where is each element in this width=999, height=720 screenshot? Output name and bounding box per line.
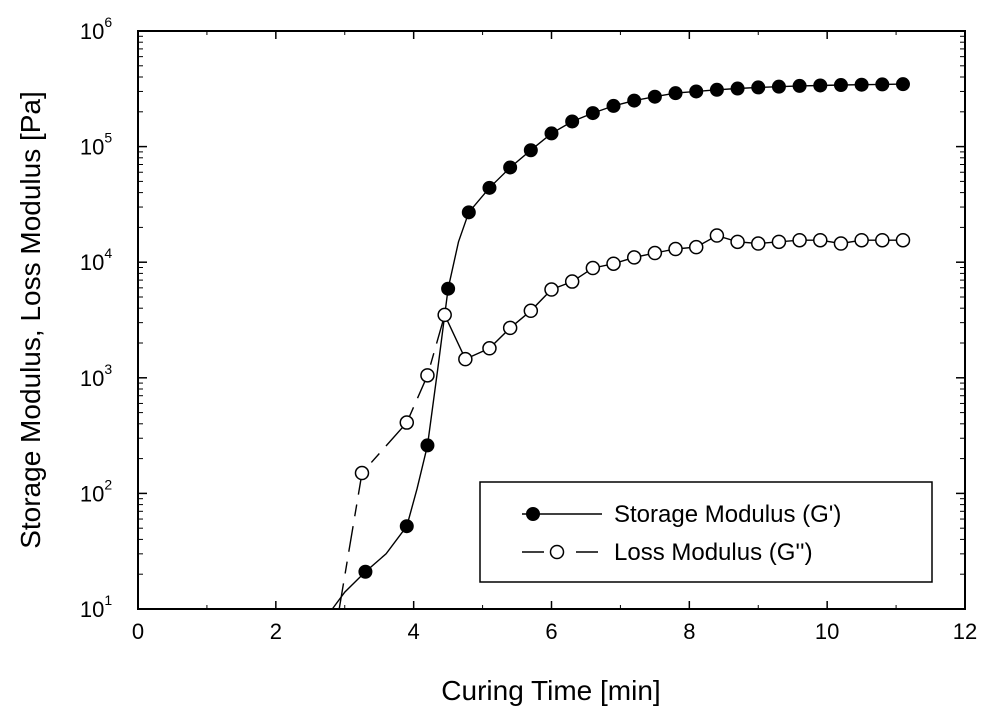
storage-modulus-point [730,81,745,96]
x-tick-label: 2 [270,619,282,644]
loss-modulus-point [771,234,787,250]
storage-modulus-point [565,114,580,129]
legend-marker-storage [526,507,540,521]
storage-modulus-point [895,77,910,92]
loss-modulus-point [895,232,911,248]
storage-modulus-point [606,98,621,113]
loss-modulus-point [626,250,642,265]
loss-modulus-point [709,228,725,243]
loss-modulus-point [458,351,473,367]
loss-modulus-point [688,239,704,255]
loss-modulus-point [585,260,601,276]
axis-ticks [137,30,966,610]
loss-modulus-point [813,232,828,248]
loss-modulus-point [792,232,807,248]
storage-modulus-point [482,180,497,195]
x-tick-label: 12 [953,619,977,644]
x-tick-label: 6 [545,619,557,644]
storage-modulus-point [833,78,848,93]
x-tick-label: 4 [408,619,420,644]
y-tick-label: 103 [80,361,112,391]
loss-modulus-point [544,282,559,297]
y-tick-label: 105 [80,130,112,160]
storage-modulus-point [523,143,538,158]
legend-box [479,481,933,583]
x-tick-labels: 0 2 4 6 8 10 12 [132,619,977,644]
loss-modulus-point [606,256,621,271]
x-tick-label: 10 [815,619,839,644]
y-tick-label: 106 [80,14,112,44]
storage-modulus-point [689,84,704,99]
storage-modulus-point [751,80,766,95]
loss-modulus-point [502,320,518,336]
loss-modulus-point [854,232,869,248]
storage-modulus-point [668,86,683,101]
loss-modulus-point [420,368,435,383]
loss-modulus-point [399,415,415,430]
loss-modulus-point [875,232,890,248]
loss-modulus-point [482,341,497,356]
y-axis-title: Storage Modulus, Loss Modulus [Pa] [15,91,46,549]
loss-modulus-point [647,245,663,261]
storage-modulus-point [503,160,518,175]
storage-modulus-point [709,82,724,97]
x-tick-label: 0 [132,619,144,644]
loss-modulus-point [668,241,683,257]
x-tick-label: 8 [683,619,695,644]
loss-modulus-point [751,236,766,251]
loss-modulus-point [523,303,539,319]
storage-modulus-point [420,438,435,453]
storage-modulus-point [792,78,807,93]
y-tick-label: 101 [80,592,112,622]
storage-modulus-point [544,126,559,141]
y-tick-labels: 101 102 103 104 105 106 [80,14,112,622]
y-tick-label: 102 [80,476,112,506]
storage-modulus-point [441,281,456,296]
series-markers [354,77,911,579]
loss-modulus-point [437,307,452,323]
loss-modulus-point [833,236,849,251]
legend: Storage Modulus (G') Loss Modulus (G'') [479,481,933,583]
storage-modulus-point [585,106,600,121]
storage-modulus-point [627,93,642,108]
storage-modulus-point [358,564,373,579]
storage-modulus-point [771,79,786,94]
loss-modulus-point [354,465,370,481]
legend-label-storage: Storage Modulus (G') [614,501,841,528]
storage-modulus-point [813,78,828,93]
y-tick-label: 104 [80,245,112,275]
storage-modulus-point [461,205,476,220]
loss-modulus-point [564,274,580,289]
storage-modulus-point [854,77,869,92]
storage-modulus-point [399,519,414,534]
loss-modulus-point [730,234,745,250]
legend-marker-loss [549,544,565,560]
storage-modulus-point [875,77,890,92]
legend-label-loss: Loss Modulus (G'') [614,539,813,566]
x-axis-title: Curing Time [min] [441,675,660,706]
loss-modulus-line-dashed [338,314,446,610]
storage-modulus-point [647,89,662,104]
